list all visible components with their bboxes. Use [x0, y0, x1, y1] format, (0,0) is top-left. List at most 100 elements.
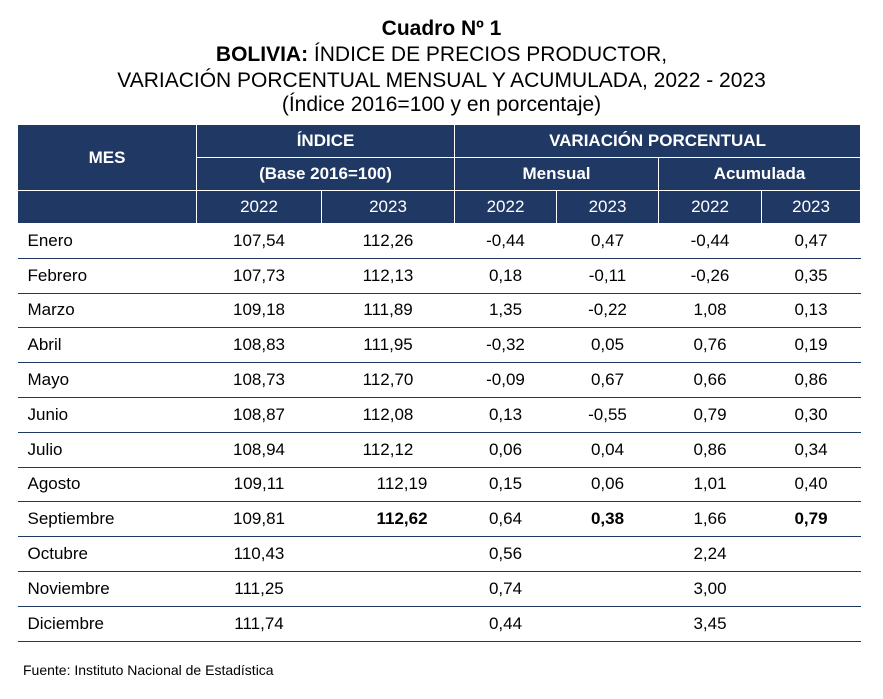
monthly-2022-cell: -0,44: [454, 223, 557, 259]
monthly-2023-cell: 0,05: [556, 327, 659, 364]
monthly-2022-cell: -0,09: [454, 362, 557, 398]
monthly-2023-cell: -0,55: [556, 397, 659, 433]
cumulative-2023-cell: [761, 571, 861, 607]
index-2023-cell: 112,26: [321, 223, 455, 259]
monthly-2022-cell: 0,15: [454, 467, 557, 503]
index-2022-cell: 108,94: [196, 432, 322, 468]
monthly-2023-cell: [556, 606, 659, 642]
cumulative-2023-cell: 0,47: [761, 223, 861, 259]
month-cell: Junio: [17, 397, 197, 433]
table-row: Julio 108,94 112,12 0,06 0,04 0,86 0,34: [17, 432, 861, 468]
monthly-2023-cell: 0,06: [556, 467, 659, 503]
cumulative-2022-cell: 1,01: [658, 467, 762, 503]
header-mensual: Mensual: [454, 157, 659, 191]
monthly-2023-cell: 0,04: [556, 432, 659, 468]
monthly-2022-cell: 0,56: [454, 536, 557, 572]
header-variacion: VARIACIÓN PORCENTUAL: [453, 124, 862, 158]
index-2023-cell: 112,08: [321, 397, 455, 433]
title-line-2: BOLIVIA: ÍNDICE DE PRECIOS PRODUCTOR,: [0, 42, 883, 68]
cumulative-2023-cell: [761, 606, 861, 642]
monthly-2022-cell: 0,64: [454, 501, 557, 538]
monthly-2022-cell: 0,44: [454, 606, 557, 642]
month-cell: Abril: [17, 327, 197, 364]
month-cell: Mayo: [17, 362, 197, 398]
table-row: Enero 107,54 112,26 -0,44 0,47 -0,44 0,4…: [17, 223, 861, 259]
table-row: Abril 108,83 111,95 -0,32 0,05 0,76 0,19: [17, 327, 861, 364]
cumulative-2023-cell: 0,35: [761, 258, 861, 294]
table-row: Marzo 109,18 111,89 1,35 -0,22 1,08 0,13: [17, 293, 861, 329]
monthly-2022-cell: 0,74: [454, 571, 557, 607]
index-2022-cell: 109,11: [196, 467, 322, 503]
index-2023-cell: 112,13: [321, 258, 455, 294]
table-row: Mayo 108,73 112,70 -0,09 0,67 0,66 0,86: [17, 362, 861, 398]
table-row: Noviembre 111,25 0,74 3,00: [17, 571, 861, 607]
cumulative-2022-cell: 1,66: [658, 501, 762, 538]
index-2022-cell: 111,74: [196, 606, 322, 642]
header-row-years: 2022 2023 2022 2023 2022 2023: [17, 190, 862, 224]
cumulative-2022-cell: 2,24: [658, 536, 762, 572]
cumulative-2022-cell: -0,44: [658, 223, 762, 259]
cumulative-2023-cell: 0,30: [761, 397, 861, 433]
monthly-2023-cell: [556, 571, 659, 607]
header-year: 2022: [454, 190, 557, 224]
cumulative-2023-cell: 0,19: [761, 327, 861, 364]
header-mes: MES: [17, 124, 197, 191]
table-row: Septiembre 109,81 112,62 0,64 0,38 1,66 …: [17, 501, 861, 538]
monthly-2023-cell: 0,67: [556, 362, 659, 398]
header-indice: ÍNDICE: [196, 124, 455, 158]
month-cell: Julio: [17, 432, 197, 468]
index-2023-cell: [321, 606, 455, 642]
cumulative-2023-cell: 0,13: [761, 293, 861, 329]
title-block: Cuadro Nº 1 BOLIVIA: ÍNDICE DE PRECIOS P…: [0, 16, 883, 116]
cumulative-2023-cell: [761, 536, 861, 572]
header-year: 2023: [556, 190, 659, 224]
header-blank: [17, 190, 197, 224]
monthly-2023-cell: 0,38: [556, 501, 659, 538]
index-2023-cell: [321, 571, 455, 607]
index-2023-cell: 112,70: [321, 362, 455, 398]
month-cell: Agosto: [17, 467, 197, 503]
month-cell: Diciembre: [17, 606, 197, 642]
month-cell: Enero: [17, 223, 197, 259]
monthly-2022-cell: -0,32: [454, 327, 557, 364]
cumulative-2023-cell: 0,34: [761, 432, 861, 468]
index-2023-cell: 112,19: [335, 467, 469, 503]
monthly-2022-cell: 0,13: [454, 397, 557, 433]
index-2022-cell: 108,73: [196, 362, 322, 398]
header-year: 2023: [321, 190, 455, 224]
title-line-3: VARIACIÓN PORCENTUAL MENSUAL Y ACUMULADA…: [117, 69, 766, 92]
monthly-2023-cell: [556, 536, 659, 572]
title-indice: ÍNDICE DE PRECIOS PRODUCTOR,: [308, 43, 668, 66]
table-row: Diciembre 111,74 0,44 3,45: [17, 606, 861, 642]
source-note: Fuente: Instituto Nacional de Estadístic…: [23, 662, 274, 678]
title-country: BOLIVIA:: [215, 43, 309, 66]
monthly-2023-cell: -0,11: [556, 258, 659, 294]
monthly-2023-cell: -0,22: [556, 293, 659, 329]
monthly-2022-cell: 1,35: [454, 293, 557, 329]
header-base: (Base 2016=100): [196, 157, 455, 191]
table-row: Febrero 107,73 112,13 0,18 -0,11 -0,26 0…: [17, 258, 861, 294]
index-2022-cell: 111,25: [196, 571, 322, 607]
header-row-2: (Base 2016=100) Mensual Acumulada: [18, 157, 862, 191]
index-2022-cell: 109,18: [196, 293, 322, 329]
header-row-1: MES ÍNDICE VARIACIÓN PORCENTUAL: [17, 124, 862, 191]
month-cell: Febrero: [17, 258, 197, 294]
table-row: Agosto 109,11 112,19 0,15 0,06 1,01 0,40: [17, 467, 861, 503]
cumulative-2023-cell: 0,79: [761, 501, 861, 538]
index-2022-cell: 108,83: [196, 327, 322, 364]
month-cell: Noviembre: [17, 571, 197, 607]
price-index-table: MES ÍNDICE VARIACIÓN PORCENTUAL (Base 20…: [17, 124, 862, 642]
index-2023-cell: 112,62: [335, 501, 469, 538]
index-2023-cell: [321, 536, 455, 572]
cumulative-2023-cell: 0,40: [761, 467, 861, 503]
title-subtitle: (Índice 2016=100 y en porcentaje): [281, 93, 602, 116]
header-year: 2022: [658, 190, 762, 224]
index-2022-cell: 108,87: [196, 397, 322, 433]
cumulative-2022-cell: -0,26: [658, 258, 762, 294]
month-cell: Marzo: [17, 293, 197, 329]
index-2023-cell: 111,95: [321, 327, 455, 364]
cumulative-2022-cell: 1,08: [658, 293, 762, 329]
cumulative-2022-cell: 0,86: [658, 432, 762, 468]
monthly-2022-cell: 0,18: [454, 258, 557, 294]
table-number: Cuadro Nº 1: [381, 17, 502, 40]
